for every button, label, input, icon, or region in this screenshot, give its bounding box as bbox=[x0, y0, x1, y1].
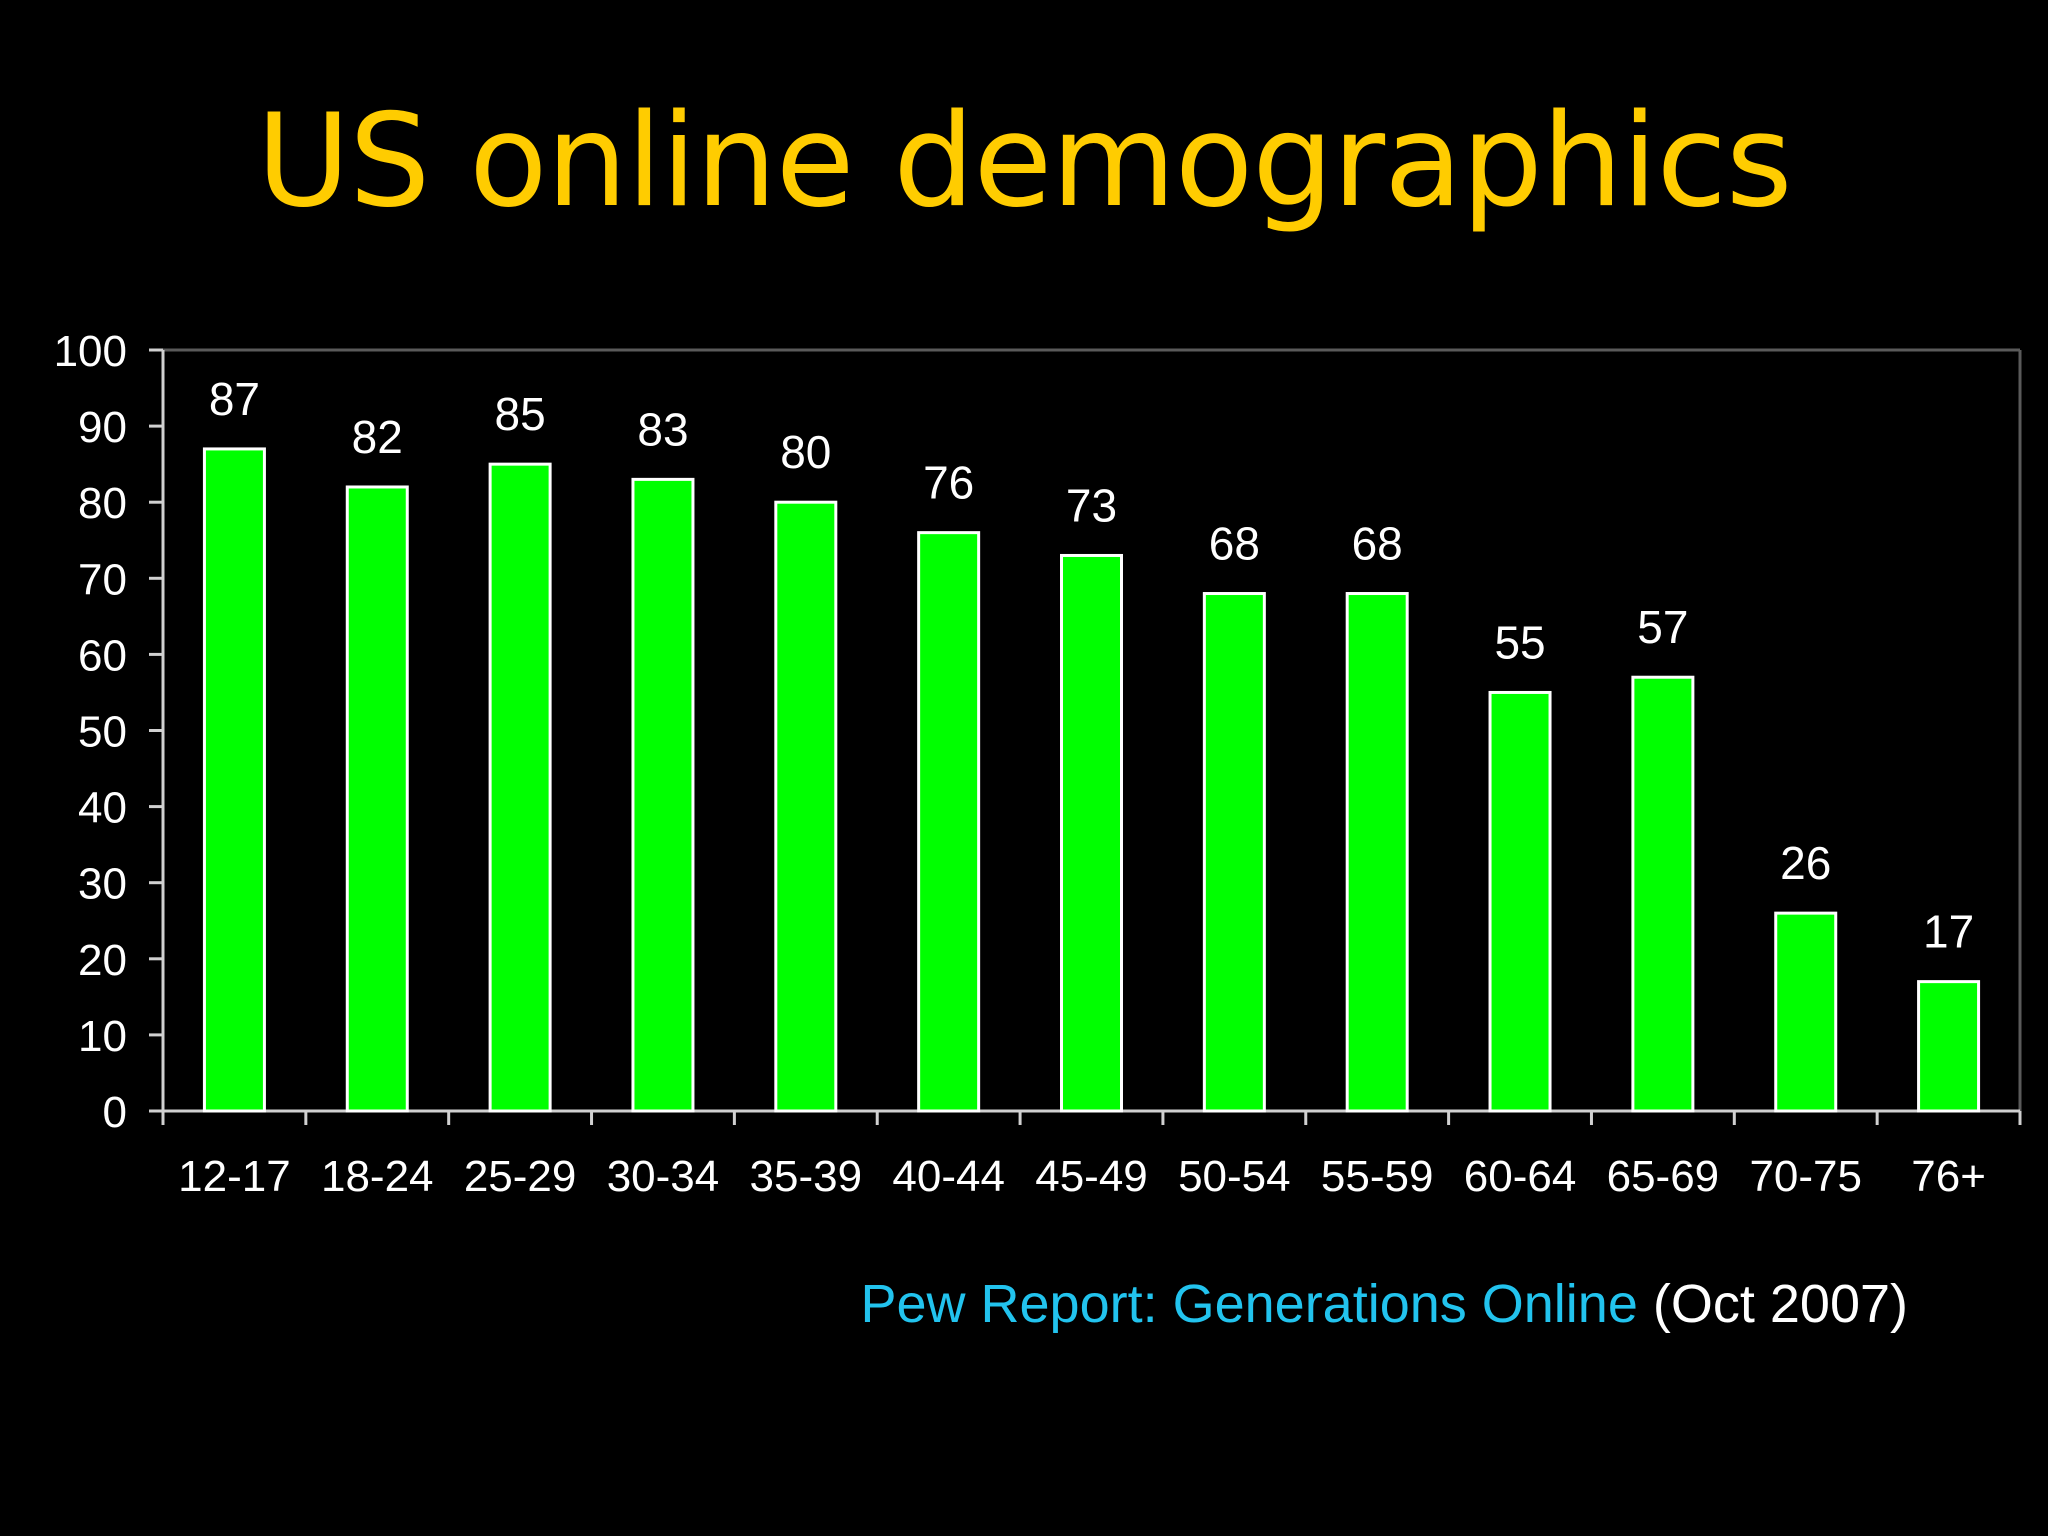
source-link[interactable]: Pew Report: Generations Online bbox=[860, 1274, 1638, 1334]
x-category-label: 30-34 bbox=[607, 1152, 720, 1201]
data-label: 85 bbox=[495, 388, 546, 440]
x-category-label: 76+ bbox=[1911, 1152, 1986, 1201]
y-tick-label: 20 bbox=[78, 936, 127, 985]
y-tick-label: 90 bbox=[78, 403, 127, 452]
data-label: 87 bbox=[209, 373, 260, 425]
y-tick-label: 30 bbox=[78, 860, 127, 909]
x-category-label: 70-75 bbox=[1749, 1152, 1862, 1201]
data-label: 80 bbox=[780, 426, 831, 478]
y-tick-label: 60 bbox=[78, 631, 127, 680]
data-label: 83 bbox=[637, 403, 688, 455]
source-date: (Oct 2007) bbox=[1652, 1274, 1908, 1334]
bar-30-34 bbox=[631, 477, 695, 1113]
bar-12-17 bbox=[202, 447, 266, 1113]
y-tick-label: 40 bbox=[78, 784, 127, 833]
x-category-label: 35-39 bbox=[750, 1152, 863, 1201]
y-tick-label: 10 bbox=[78, 1012, 127, 1061]
data-label: 57 bbox=[1637, 601, 1688, 653]
x-category-label: 55-59 bbox=[1321, 1152, 1434, 1201]
bar-25-29 bbox=[488, 462, 552, 1113]
x-category-label: 50-54 bbox=[1178, 1152, 1291, 1201]
y-tick-label: 0 bbox=[103, 1088, 127, 1137]
x-category-label: 25-29 bbox=[464, 1152, 577, 1201]
bar-65-69 bbox=[1631, 675, 1695, 1113]
bar-76+ bbox=[1917, 980, 1981, 1113]
data-label: 55 bbox=[1494, 616, 1545, 668]
x-category-label: 65-69 bbox=[1607, 1152, 1720, 1201]
data-label: 26 bbox=[1780, 837, 1831, 889]
bar-60-64 bbox=[1488, 690, 1552, 1113]
source-citation: Pew Report: Generations Online (Oct 2007… bbox=[0, 1272, 1908, 1336]
chart-bars bbox=[202, 447, 1981, 1113]
y-tick-label: 100 bbox=[54, 327, 127, 376]
y-tick-label: 50 bbox=[78, 708, 127, 757]
slide-title: US online demographics bbox=[256, 87, 1792, 236]
data-label: 68 bbox=[1352, 518, 1403, 570]
bar-35-39 bbox=[774, 500, 838, 1113]
y-tick-label: 70 bbox=[78, 555, 127, 604]
bar-45-49 bbox=[1060, 553, 1123, 1113]
data-label: 76 bbox=[923, 457, 974, 509]
chart-tick-labels: 0 10 20 30 40 50 60 70 80 90 100 12-17 18-24 25-29 30-… bbox=[54, 327, 1986, 1201]
data-label: 82 bbox=[352, 411, 403, 463]
x-category-label: 12-17 bbox=[178, 1152, 291, 1201]
y-tick-label: 80 bbox=[78, 479, 127, 528]
data-label: 68 bbox=[1209, 518, 1260, 570]
bar-55-59 bbox=[1345, 592, 1409, 1113]
x-category-label: 45-49 bbox=[1035, 1152, 1148, 1201]
bar-40-44 bbox=[917, 531, 981, 1113]
chart-data-labels: 87 82 85 83 80 76 73 68 68 55 57 26 17 bbox=[209, 373, 1974, 958]
x-category-label: 40-44 bbox=[892, 1152, 1005, 1201]
bar-18-24 bbox=[345, 485, 409, 1113]
bar-70-75 bbox=[1774, 911, 1838, 1113]
bar-50-54 bbox=[1202, 592, 1266, 1113]
data-label: 17 bbox=[1923, 906, 1974, 958]
data-label: 73 bbox=[1066, 479, 1117, 531]
x-category-label: 60-64 bbox=[1464, 1152, 1577, 1201]
x-category-label: 18-24 bbox=[321, 1152, 434, 1201]
